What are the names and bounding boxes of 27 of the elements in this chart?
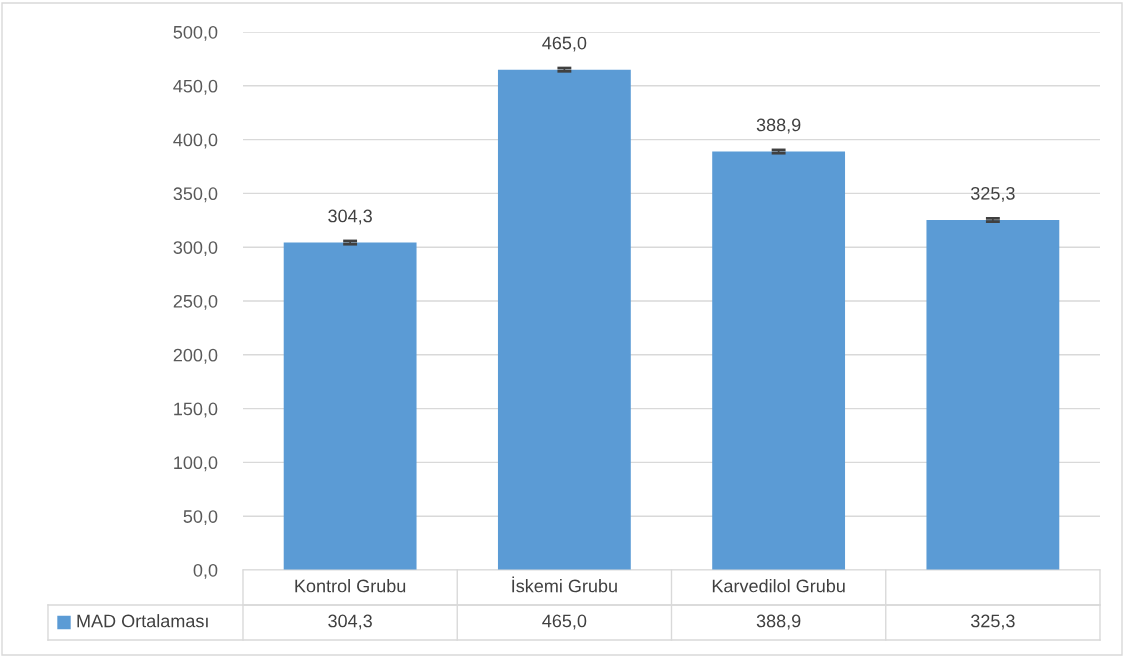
- y-tick-label: 350,0: [173, 187, 218, 203]
- text: 388,9: [756, 118, 801, 134]
- text: 325,3: [970, 186, 1015, 202]
- legend-label: MAD Ortalaması: [77, 614, 208, 628]
- y-tick-label: 400,0: [173, 133, 218, 149]
- y-tick-label: 300,0: [173, 241, 218, 257]
- data-label: 304,3: [328, 614, 372, 630]
- y-tick-label: 250,0: [173, 294, 218, 310]
- bar: [712, 151, 846, 570]
- bar: [926, 219, 1060, 570]
- x-tick-label: Kontrol Grubu: [295, 579, 406, 593]
- y-tick-label: 100,0: [174, 456, 218, 472]
- data-label: 325,3: [970, 614, 1015, 630]
- text: 304,3: [328, 209, 372, 225]
- y-tick-label: 50,0: [183, 510, 218, 526]
- text: 465,0: [542, 36, 587, 52]
- y-tick-label: 0,0: [193, 563, 218, 579]
- data-label: 465,0: [542, 614, 587, 630]
- bar: [283, 242, 417, 570]
- y-tick-label: 500,0: [173, 25, 218, 41]
- y-tick-label: 200,0: [173, 348, 218, 364]
- x-tick-label: Karvedilol Grubu: [712, 579, 845, 593]
- y-tick-label: 150,0: [174, 402, 218, 418]
- y-tick-label: 450,0: [173, 79, 218, 95]
- bar: [497, 69, 631, 570]
- data-label: 388,9: [756, 614, 801, 630]
- x-tick-label: İskemi Grubu: [512, 576, 617, 593]
